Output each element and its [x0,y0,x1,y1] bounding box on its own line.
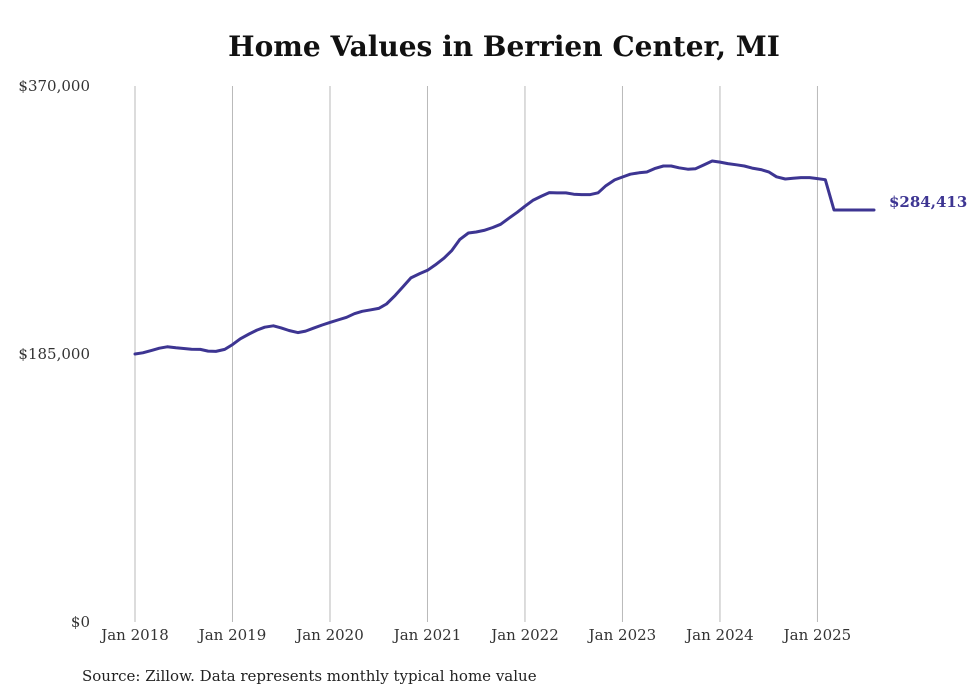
end-value-label: $284,413 [889,193,967,211]
x-tick-label: Jan 2019 [197,626,267,644]
x-tick-label: Jan 2025 [782,626,852,644]
x-tick-label: Jan 2022 [489,626,559,644]
y-axis-ticks: $0 $185,000 $370,000 [18,77,90,631]
x-tick-label: Jan 2018 [99,626,169,644]
series-line [133,159,876,356]
source-note: Source: Zillow. Data represents monthly … [82,667,537,685]
y-tick-label: $370,000 [18,77,90,95]
x-axis-ticks: Jan 2018 Jan 2019 Jan 2020 Jan 2021 Jan 2022… [99,626,851,644]
x-tick-label: Jan 2024 [684,626,754,644]
y-tick-label: $185,000 [18,345,90,363]
series-layer: $284,413 [133,159,967,356]
x-tick-label: Jan 2021 [392,626,462,644]
chart-title: Home Values in Berrien Center, MI [228,30,780,63]
y-tick-label: $0 [71,613,90,631]
x-tick-label: Jan 2020 [294,626,364,644]
gridlines [134,86,818,622]
x-tick-label: Jan 2023 [587,626,657,644]
